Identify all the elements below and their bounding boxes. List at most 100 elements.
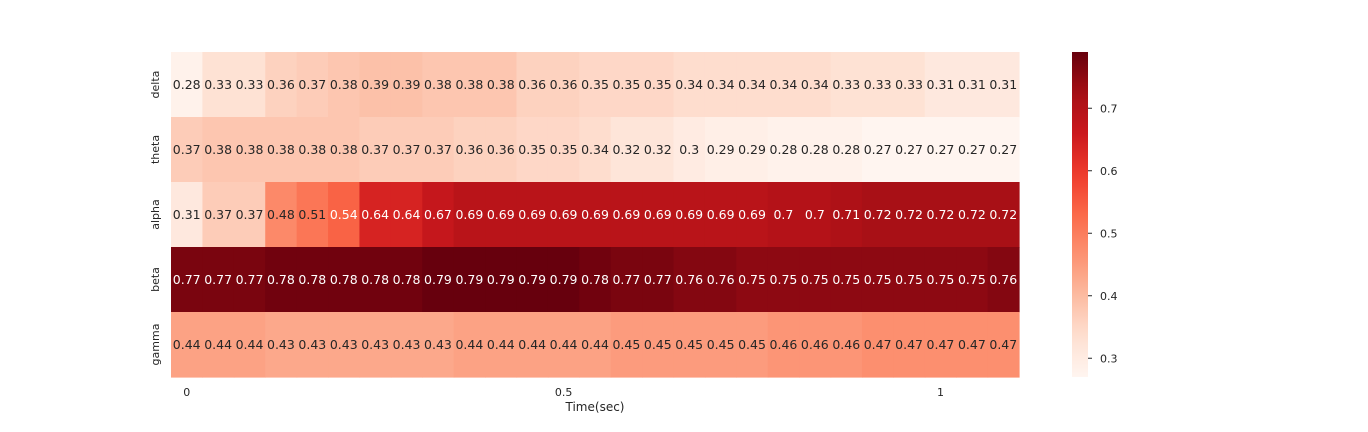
heatmap-cell — [987, 312, 1020, 378]
heatmap-cell — [359, 52, 392, 118]
heatmap-cell — [233, 182, 266, 248]
heatmap-cell — [799, 182, 832, 248]
heatmap-cell — [233, 117, 266, 183]
heatmap-cell — [171, 182, 204, 248]
cell-value-label: 0.35 — [612, 77, 640, 92]
heatmap-cell — [642, 117, 675, 183]
cell-value-label: 0.72 — [958, 207, 986, 222]
heatmap-cell — [673, 52, 706, 118]
heatmap-cell — [924, 117, 957, 183]
cell-value-label: 0.44 — [518, 337, 546, 352]
heatmap-cell — [547, 182, 580, 248]
cell-value-label: 0.76 — [989, 272, 1017, 287]
heatmap-cell — [359, 182, 392, 248]
cell-value-label: 0.77 — [644, 272, 672, 287]
cell-value-label: 0.69 — [644, 207, 672, 222]
heatmap-cell — [579, 52, 612, 118]
cell-value-label: 0.47 — [895, 337, 923, 352]
cell-value-label: 0.37 — [361, 142, 389, 157]
heatmap-cell — [547, 52, 580, 118]
cell-value-label: 0.69 — [487, 207, 515, 222]
cell-value-label: 0.78 — [298, 272, 326, 287]
heatmap-cell — [610, 182, 643, 248]
heatmap-cell — [485, 182, 518, 248]
cell-value-label: 0.69 — [518, 207, 546, 222]
heatmap-cell — [767, 182, 800, 248]
cell-value-label: 0.44 — [455, 337, 483, 352]
cell-value-label: 0.75 — [895, 272, 923, 287]
cell-value-label: 0.46 — [801, 337, 829, 352]
cell-value-label: 0.38 — [236, 142, 264, 157]
heatmap-cell — [736, 182, 769, 248]
heatmap-cell — [736, 117, 769, 183]
cell-value-label: 0.47 — [958, 337, 986, 352]
cell-value-label: 0.77 — [236, 272, 264, 287]
cell-value-label: 0.77 — [173, 272, 201, 287]
cell-value-label: 0.44 — [173, 337, 201, 352]
cell-value-label: 0.37 — [204, 207, 232, 222]
heatmap-cell — [265, 182, 298, 248]
cell-value-label: 0.43 — [361, 337, 389, 352]
cell-value-label: 0.78 — [267, 272, 295, 287]
heatmap-cell — [799, 312, 832, 378]
colorbar-tick-label: 0.5 — [1100, 227, 1118, 240]
heatmap-cell — [956, 312, 989, 378]
heatmap-cell — [579, 182, 612, 248]
x-tick-label: 0.5 — [555, 386, 573, 399]
heatmap-cell — [956, 52, 989, 118]
heatmap-cell — [893, 247, 926, 313]
heatmap-cell — [171, 312, 204, 378]
colorbar: 0.3 0.4 0.5 0.6 0.7 — [1072, 52, 1118, 377]
heatmap-cell — [673, 247, 706, 313]
heatmap-cell — [893, 312, 926, 378]
cell-value-label: 0.34 — [801, 77, 829, 92]
heatmap-cell — [579, 247, 612, 313]
cell-value-label: 0.69 — [675, 207, 703, 222]
heatmap-cell — [328, 52, 361, 118]
heatmap-cell — [202, 247, 235, 313]
heatmap-cell — [673, 182, 706, 248]
colorbar-tick-label: 0.6 — [1100, 165, 1118, 178]
cell-value-label: 0.36 — [455, 142, 483, 157]
cell-value-label: 0.78 — [330, 272, 358, 287]
cell-value-label: 0.75 — [927, 272, 955, 287]
heatmap-cell — [296, 52, 329, 118]
heatmap-cell — [987, 52, 1020, 118]
heatmap-cell — [453, 52, 486, 118]
cell-value-label: 0.35 — [550, 142, 578, 157]
cell-value-label: 0.47 — [864, 337, 892, 352]
cell-value-label: 0.43 — [267, 337, 295, 352]
heatmap-cell — [265, 247, 298, 313]
colorbar-tick-label: 0.4 — [1100, 290, 1118, 303]
heatmap-cell — [830, 117, 863, 183]
cell-value-label: 0.79 — [455, 272, 483, 287]
cell-value-label: 0.31 — [989, 77, 1017, 92]
heatmap-cell — [296, 247, 329, 313]
cell-value-label: 0.72 — [927, 207, 955, 222]
cell-value-label: 0.46 — [832, 337, 860, 352]
heatmap-cell — [359, 312, 392, 378]
row-label-gamma: gamma — [149, 324, 162, 366]
cell-value-label: 0.27 — [895, 142, 923, 157]
x-axis-title: Time(sec) — [565, 400, 625, 414]
heatmap-cell — [328, 117, 361, 183]
cell-value-label: 0.67 — [424, 207, 452, 222]
heatmap-cell — [799, 52, 832, 118]
row-label-alpha: alpha — [149, 199, 162, 230]
heatmap-cell — [359, 247, 392, 313]
heatmap-cell — [736, 247, 769, 313]
row-label-beta: beta — [149, 267, 162, 292]
heatmap-cell — [861, 312, 894, 378]
heatmap-cell — [390, 247, 423, 313]
heatmap-cell — [233, 52, 266, 118]
heatmap-cell — [924, 312, 957, 378]
cell-value-label: 0.36 — [550, 77, 578, 92]
cell-value-label: 0.69 — [455, 207, 483, 222]
heatmap-cell — [296, 182, 329, 248]
cell-value-label: 0.69 — [612, 207, 640, 222]
heatmap-cell — [861, 117, 894, 183]
cell-value-label: 0.64 — [361, 207, 389, 222]
cell-value-label: 0.44 — [204, 337, 232, 352]
cell-value-label: 0.38 — [487, 77, 515, 92]
